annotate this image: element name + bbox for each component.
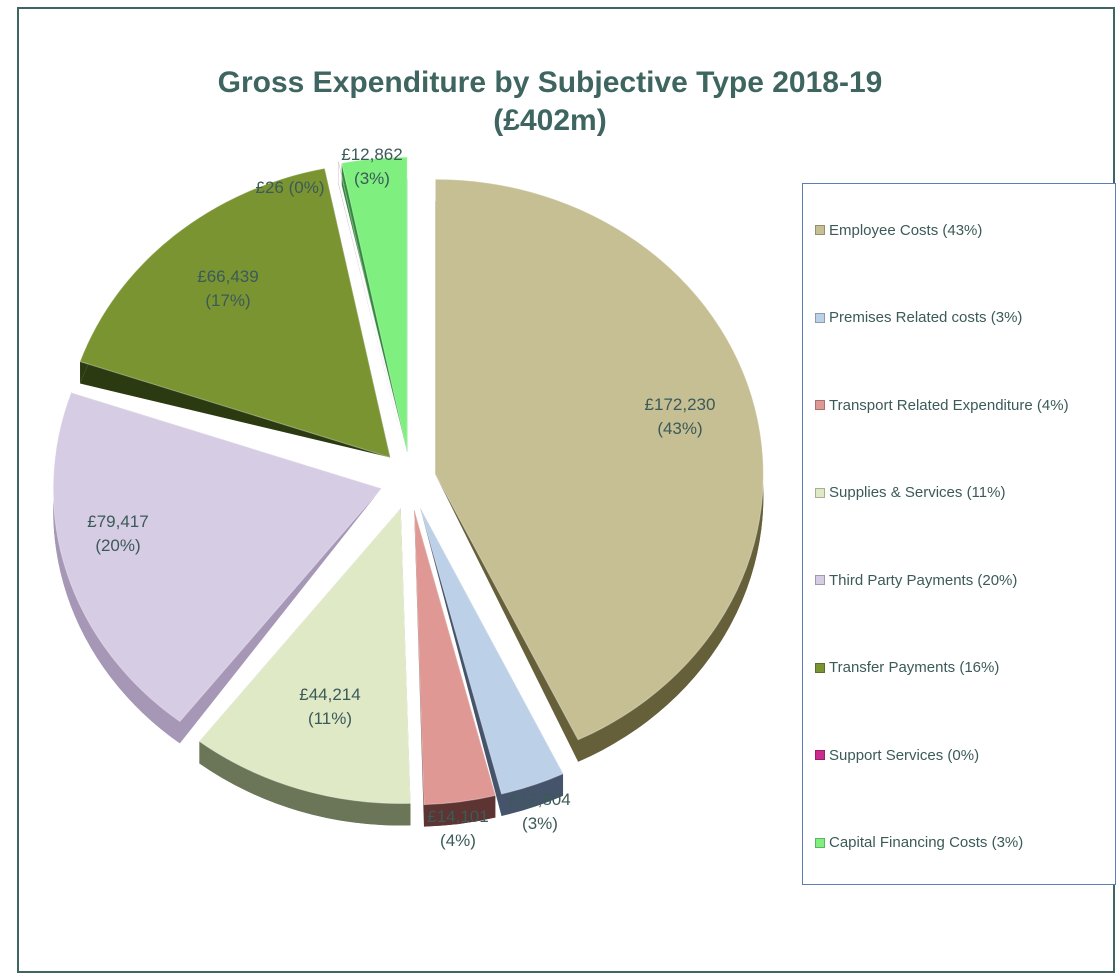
pie-slice-0[interactable] <box>434 178 764 741</box>
legend-swatch-2 <box>815 400 825 410</box>
legend-item-3: Supplies & Services (11%) <box>815 483 1005 503</box>
legend-swatch-1 <box>815 312 825 323</box>
legend-item-1: Premises Related costs (3%) <box>815 308 1022 328</box>
pie-data-label-1: £12,804 (3%) <box>509 790 570 833</box>
pie-slice-5[interactable] <box>79 167 391 459</box>
pie-label-layer: £172,230 (43%) £12,804 (3%) £14,101 (4%) £44,2… <box>87 145 715 850</box>
legend-label-4: Third Party Payments (20%) <box>829 571 1018 589</box>
pie-data-label-0: £172,230 (43%) <box>645 395 716 438</box>
legend-swatch-3 <box>815 487 825 498</box>
legend-swatch-7 <box>815 837 825 848</box>
pie-slice-2[interactable] <box>413 509 497 806</box>
legend-swatch-4 <box>815 575 825 585</box>
pie-data-label-5: £66,439 (17%) <box>197 267 258 310</box>
legend-swatch-6 <box>815 750 825 760</box>
chart-title: Gross Expenditure by Subjective Type 201… <box>60 64 1040 140</box>
legend-item-2: Transport Related Expenditure (4%) <box>815 395 1069 415</box>
pie-slice-4[interactable] <box>52 392 383 723</box>
pie-slice-1[interactable] <box>419 507 564 795</box>
pie-data-label-3: £44,214 (11%) <box>299 685 360 728</box>
pie-data-label-7: £12,862 (3%) <box>341 145 402 188</box>
legend-item-5: Transfer Payments (16%) <box>815 658 999 678</box>
legend-label-0: Employee Costs (43%) <box>829 221 983 239</box>
pie-top-layer <box>52 156 764 806</box>
legend-swatch-0 <box>815 225 825 235</box>
pie-data-label-2: £14,101 (4%) <box>427 807 488 850</box>
legend-label-3: Supplies & Services (11%) <box>829 484 1006 501</box>
legend-swatch-5 <box>815 662 825 673</box>
pie-data-label-4: £79,417 (20%) <box>87 512 148 555</box>
legend: Employee Costs (43%) Premises Related cos… <box>802 183 1116 885</box>
legend-label-1: Premises Related costs (3%) <box>829 309 1023 326</box>
legend-item-0: Employee Costs (43%) <box>815 220 982 240</box>
legend-item-6: Support Services (0%) <box>815 745 979 765</box>
pie-slice-6[interactable] <box>337 160 405 451</box>
pie-slice-3[interactable] <box>198 507 412 804</box>
legend-label-6: Support Services (0%) <box>829 746 980 764</box>
legend-label-2: Transport Related Expenditure (4%) <box>829 396 1069 414</box>
legend-item-4: Third Party Payments (20%) <box>815 570 1017 590</box>
pie-data-label-6: £26 (0%) <box>256 178 325 197</box>
pie-slice-7[interactable] <box>341 156 408 453</box>
chart-title-line-1: Gross Expenditure by Subjective Type 201… <box>217 66 883 99</box>
legend-item-7: Capital Financing Costs (3%) <box>815 833 1023 853</box>
chart-title-line-2: (£402m) <box>493 104 607 137</box>
legend-label-7: Capital Financing Costs (3%) <box>829 834 1024 851</box>
legend-label-5: Transfer Payments (16%) <box>829 659 1000 676</box>
pie-slice-depth-6 <box>338 183 405 451</box>
